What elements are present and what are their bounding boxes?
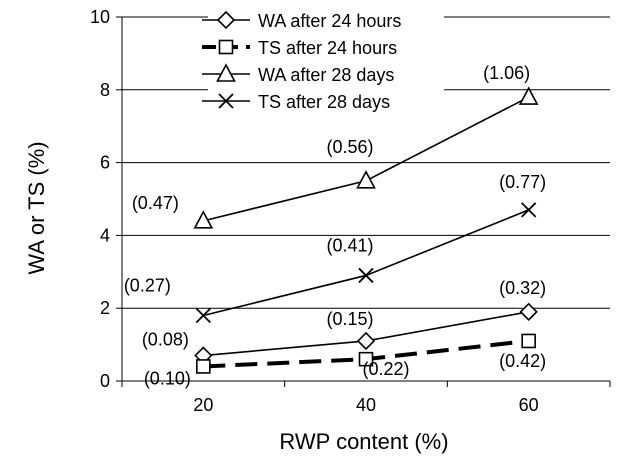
data-label: (0.42) [499, 351, 546, 371]
x-tick-labels: 20 40 60 [193, 395, 538, 415]
data-label: (0.08) [142, 330, 189, 350]
series-square [196, 333, 536, 374]
data-label: (0.22) [362, 359, 409, 379]
data-label: (1.06) [483, 63, 530, 83]
y-tick-label: 6 [100, 153, 110, 173]
x-axis-label: RWP content (%) [279, 429, 448, 454]
x-marker [218, 93, 234, 109]
legend: WA after 24 hours TS after 24 hours WA aft… [202, 8, 444, 113]
legend-label: TS after 28 days [258, 92, 390, 112]
data-label: (0.41) [326, 235, 373, 255]
triangle-marker [356, 170, 376, 189]
series-triangle [193, 86, 539, 229]
legend-label: TS after 24 hours [258, 38, 397, 58]
data-label: (0.15) [326, 309, 373, 329]
legend-label: WA after 28 days [258, 65, 394, 85]
y-tick-label: 2 [100, 298, 110, 318]
data-label: (0.56) [326, 137, 373, 157]
square-marker [218, 39, 234, 55]
data-label: (0.47) [132, 193, 179, 213]
x-tick-label: 40 [356, 395, 376, 415]
square-marker [196, 359, 211, 374]
x-tick-label: 60 [519, 395, 539, 415]
square-marker [358, 351, 374, 367]
triangle-marker [193, 210, 214, 229]
axes [116, 16, 611, 387]
y-axis-label: WA or TS (%) [24, 141, 49, 274]
y-tick-label: 0 [100, 371, 110, 391]
x-marker [521, 202, 537, 218]
x-tick-label: 20 [193, 395, 213, 415]
y-tick-label: 8 [100, 80, 110, 100]
y-tick-label: 4 [100, 225, 110, 245]
data-label: (0.27) [124, 275, 171, 295]
data-label: (0.32) [499, 278, 546, 298]
diamond-marker [356, 331, 376, 351]
diamond-marker [216, 10, 236, 30]
square-marker [521, 333, 536, 349]
series-x [195, 202, 537, 324]
x-marker [358, 267, 374, 284]
series-group [193, 86, 539, 374]
data-label: (0.10) [144, 368, 191, 388]
data-labels: (0.08) (0.15) (0.32) (0.10) (0.22) (0.42) (0.4… [124, 63, 546, 388]
series-line [203, 96, 530, 222]
series-line [203, 209, 529, 317]
triangle-marker [216, 63, 236, 82]
gridlines [122, 16, 610, 309]
y-tick-labels: 0 2 4 6 8 10 [90, 7, 110, 391]
series-diamond [194, 302, 538, 365]
legend-label: WA after 24 hours [258, 11, 401, 31]
diamond-marker [519, 302, 538, 321]
y-tick-label: 10 [90, 7, 110, 27]
x-marker [195, 307, 211, 324]
data-label: (0.77) [499, 172, 546, 192]
triangle-marker [518, 86, 539, 105]
